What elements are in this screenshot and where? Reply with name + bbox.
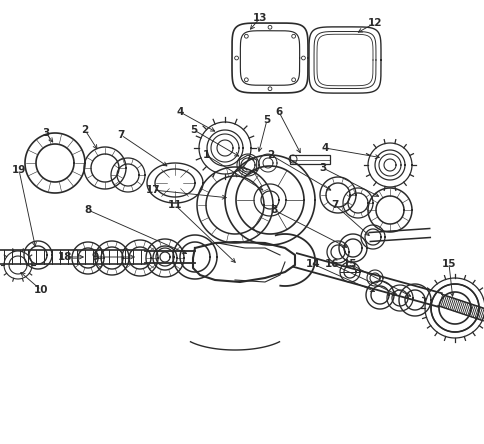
Text: 3: 3 xyxy=(319,163,326,173)
Text: 6: 6 xyxy=(275,107,282,117)
Text: 17: 17 xyxy=(145,185,160,195)
Text: 5: 5 xyxy=(263,115,270,125)
Text: 19: 19 xyxy=(12,165,26,175)
Text: 7: 7 xyxy=(331,200,338,210)
Text: 4: 4 xyxy=(176,107,183,117)
Text: 8: 8 xyxy=(84,205,91,215)
Text: 16: 16 xyxy=(324,259,338,269)
Text: 3: 3 xyxy=(42,128,49,138)
Text: 18: 18 xyxy=(58,252,72,262)
Bar xyxy=(289,155,329,164)
Text: 11: 11 xyxy=(167,200,182,210)
Text: 7: 7 xyxy=(117,130,124,140)
Text: 9: 9 xyxy=(91,252,98,262)
Text: 2: 2 xyxy=(81,125,89,135)
Text: 10: 10 xyxy=(34,285,48,295)
Text: 13: 13 xyxy=(252,13,267,23)
Text: 12: 12 xyxy=(367,18,381,28)
Text: 14: 14 xyxy=(305,259,319,269)
Text: 15: 15 xyxy=(441,259,455,269)
Text: 15: 15 xyxy=(342,259,357,269)
Text: 1: 1 xyxy=(202,150,209,160)
Text: 8: 8 xyxy=(270,205,277,215)
Text: 4: 4 xyxy=(320,143,328,153)
Text: 2: 2 xyxy=(267,150,274,160)
Text: 5: 5 xyxy=(190,125,197,135)
